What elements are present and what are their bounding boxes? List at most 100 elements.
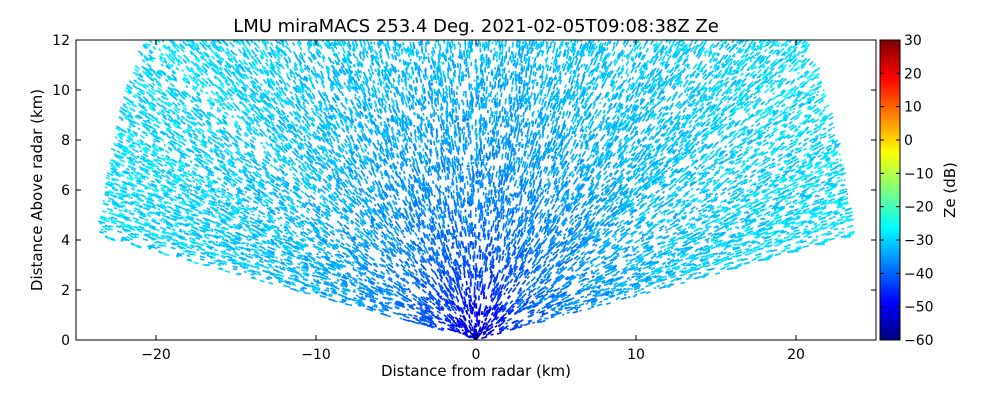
data-point: [519, 190, 523, 195]
data-point: [504, 115, 507, 121]
data-point: [322, 271, 327, 275]
data-point: [419, 259, 423, 264]
data-point: [513, 325, 519, 329]
data-point: [551, 297, 556, 302]
data-point: [430, 87, 433, 93]
data-point: [443, 139, 446, 144]
data-point: [407, 268, 412, 274]
data-point: [533, 292, 537, 296]
data-point: [525, 104, 529, 111]
data-point: [415, 306, 419, 310]
data-point: [510, 238, 514, 244]
data-point: [436, 229, 441, 237]
data-point: [379, 164, 383, 168]
data-point: [369, 294, 375, 298]
data-point: [513, 97, 516, 101]
data-point: [447, 206, 450, 210]
data-point: [378, 308, 383, 312]
data-point: [588, 153, 593, 159]
data-point: [417, 302, 423, 307]
data-point: [398, 242, 402, 247]
data-point: [433, 108, 436, 115]
data-point: [346, 194, 351, 200]
data-point: [609, 187, 615, 193]
data-point: [619, 228, 626, 233]
data-point: [539, 290, 546, 296]
data-point: [549, 289, 554, 293]
data-point: [368, 199, 373, 204]
data-point: [538, 191, 543, 198]
data-point: [498, 270, 502, 274]
data-point: [437, 114, 440, 122]
data-point: [400, 297, 405, 301]
data-point: [382, 296, 387, 300]
data-point: [501, 205, 505, 212]
data-point: [419, 246, 424, 253]
data-point: [508, 306, 512, 311]
data-point: [514, 275, 518, 279]
data-point: [484, 317, 488, 322]
data-point: [414, 260, 418, 264]
data-point: [566, 251, 573, 258]
data-point: [496, 332, 502, 335]
data-point: [345, 255, 349, 259]
data-point: [410, 271, 415, 276]
data-point: [369, 299, 376, 304]
data-point: [544, 255, 550, 261]
data-point: [505, 118, 508, 124]
data-point: [323, 226, 326, 229]
data-point: [496, 219, 500, 227]
data-point: [378, 274, 385, 279]
data-point: [434, 97, 437, 102]
data-point: [563, 295, 569, 300]
data-point: [615, 201, 619, 205]
data-point: [435, 146, 438, 150]
data-point: [464, 288, 468, 296]
data-point: [492, 181, 495, 188]
data-point: [440, 305, 445, 310]
data-point: [439, 106, 442, 112]
data-point: [427, 274, 431, 278]
data-point: [508, 266, 513, 272]
data-point: [594, 263, 601, 268]
data-point: [541, 311, 545, 315]
data-point: [591, 226, 598, 233]
data-point: [530, 248, 534, 253]
data-point: [437, 214, 441, 220]
data-point: [460, 231, 463, 238]
data-point: [407, 184, 411, 190]
data-point: [523, 214, 528, 222]
data-point: [520, 184, 523, 190]
data-point: [505, 228, 508, 233]
data-point: [528, 201, 532, 205]
data-point: [422, 270, 426, 275]
data-point: [344, 216, 348, 219]
data-point: [553, 184, 557, 191]
data-point: [549, 195, 553, 198]
data-point: [532, 302, 536, 306]
data-point: [441, 246, 446, 254]
data-point: [513, 265, 517, 271]
data-point: [330, 254, 334, 258]
data-point: [425, 296, 430, 301]
data-point: [384, 283, 390, 289]
data-point: [512, 240, 517, 248]
data-point: [508, 228, 512, 232]
data-point: [537, 112, 541, 118]
data-point: [637, 289, 641, 292]
data-point: [406, 303, 414, 309]
data-point: [506, 232, 509, 237]
data-point: [555, 219, 561, 225]
data-point: [533, 196, 537, 201]
data-point: [422, 209, 426, 215]
data-point: [445, 298, 450, 305]
data-point: [541, 195, 545, 200]
data-point: [563, 233, 567, 237]
data-point: [395, 264, 399, 268]
data-point: [589, 210, 593, 213]
data-point: [570, 274, 574, 278]
data-point: [525, 178, 530, 186]
data-point: [488, 305, 492, 309]
data-point: [334, 201, 339, 206]
data-point: [498, 180, 501, 188]
